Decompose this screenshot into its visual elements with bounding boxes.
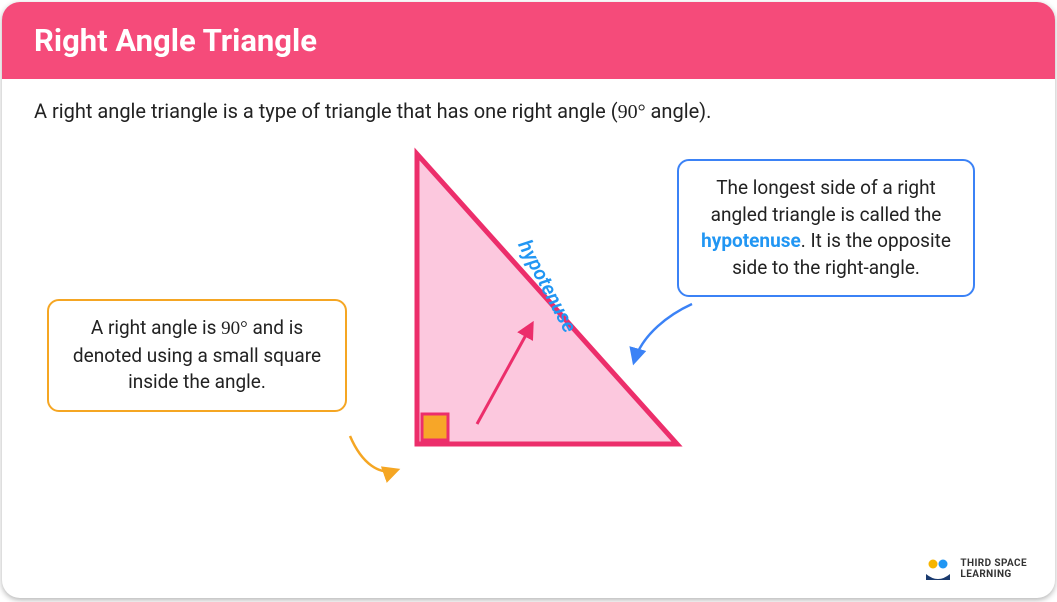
arrow-to-square (350, 436, 397, 472)
right-angle-square (422, 414, 448, 440)
callout-left-angle: 90° (221, 318, 248, 339)
triangle-diagram: hypotenuse (397, 144, 687, 464)
callout-hypotenuse: The longest side of a right angled trian… (677, 159, 975, 297)
card-header: Right Angle Triangle (2, 2, 1055, 79)
diagram-area: A right angle is 90° and is denoted usin… (2, 124, 1055, 564)
card-title: Right Angle Triangle (34, 22, 1023, 59)
intro-prefix: A right angle triangle is a type of tria… (34, 99, 618, 123)
brand-line1: THIRD SPACE (960, 558, 1027, 569)
callout-right-angle: A right angle is 90° and is denoted usin… (47, 299, 347, 412)
logo-icon (924, 558, 952, 580)
info-card: Right Angle Triangle A right angle trian… (2, 2, 1055, 598)
intro-suffix: angle). (646, 99, 712, 123)
callout-right-highlight: hypotenuse (701, 229, 801, 252)
brand-text: THIRD SPACE LEARNING (960, 558, 1027, 580)
intro-text: A right angle triangle is a type of tria… (2, 79, 1055, 124)
callout-right-line1: The longest side of a right angled trian… (711, 176, 942, 226)
callout-left-prefix: A right angle is (91, 316, 221, 339)
brand-line2: LEARNING (960, 569, 1027, 580)
intro-angle: 90° (618, 101, 646, 123)
triangle-svg (397, 144, 687, 464)
brand-logo: THIRD SPACE LEARNING (924, 558, 1027, 580)
